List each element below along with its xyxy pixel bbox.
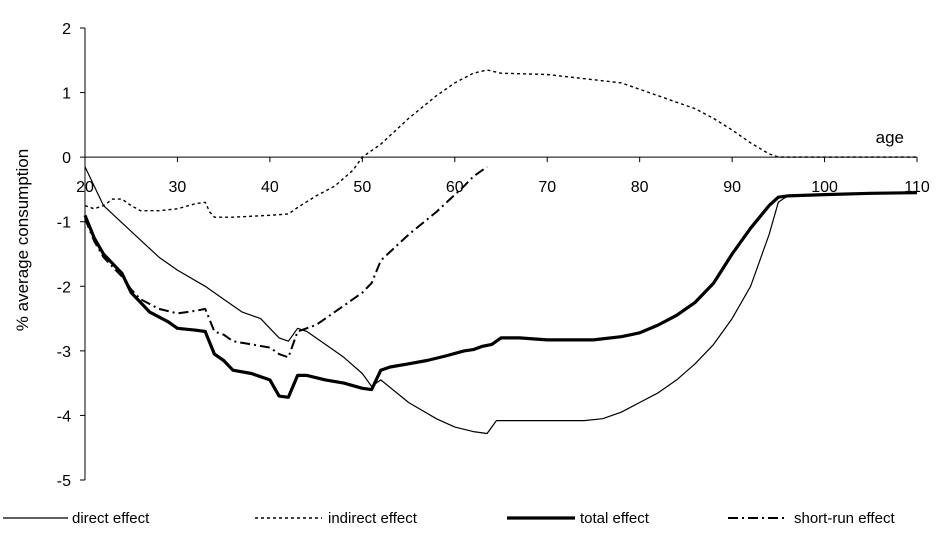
y-tick-label: 1	[62, 86, 71, 103]
y-tick-label: -1	[57, 215, 71, 232]
legend-label-direct-effect: direct effect	[72, 510, 150, 527]
y-tick-label: -4	[57, 408, 71, 425]
y-tick-label: 0	[62, 150, 71, 167]
y-tick-label: -5	[57, 473, 71, 490]
x-tick-label: 100	[811, 179, 838, 196]
x-tick-label: 20	[76, 179, 94, 196]
legend: direct effect indirect effect total effect…	[3, 510, 895, 527]
series-line-indirect-effect	[84, 69, 917, 218]
x-tick-label: 30	[169, 179, 187, 196]
legend-label-short-run-effect: short-run effect	[794, 510, 895, 527]
y-axis-title: % average consumption	[13, 149, 32, 331]
series-line-total-effect	[83, 191, 918, 399]
series-line-direct-effect	[84, 166, 918, 435]
x-tick-label: 90	[723, 179, 741, 196]
x-tick-label: 70	[538, 179, 556, 196]
x-tick-label: 80	[631, 179, 649, 196]
legend-label-indirect-effect: indirect effect	[328, 510, 418, 527]
x-tick-label: 40	[261, 179, 279, 196]
x-axis-title: age	[876, 128, 904, 147]
x-tick-label: 60	[446, 179, 464, 196]
series-lines	[83, 69, 918, 435]
x-tick-label: 50	[353, 179, 371, 196]
y-tick-label: -3	[57, 344, 71, 361]
legend-label-total-effect: total effect	[580, 510, 650, 527]
y-axis: 2 1 0 -1 -2 -3 -4 -5	[57, 21, 86, 490]
y-tick-label: -2	[57, 279, 71, 296]
series-line-short-run-effect	[84, 165, 488, 359]
x-axis: 20 30 40 50 60 70 80 90 100 110	[76, 156, 930, 196]
y-tick-label: 2	[62, 21, 71, 38]
